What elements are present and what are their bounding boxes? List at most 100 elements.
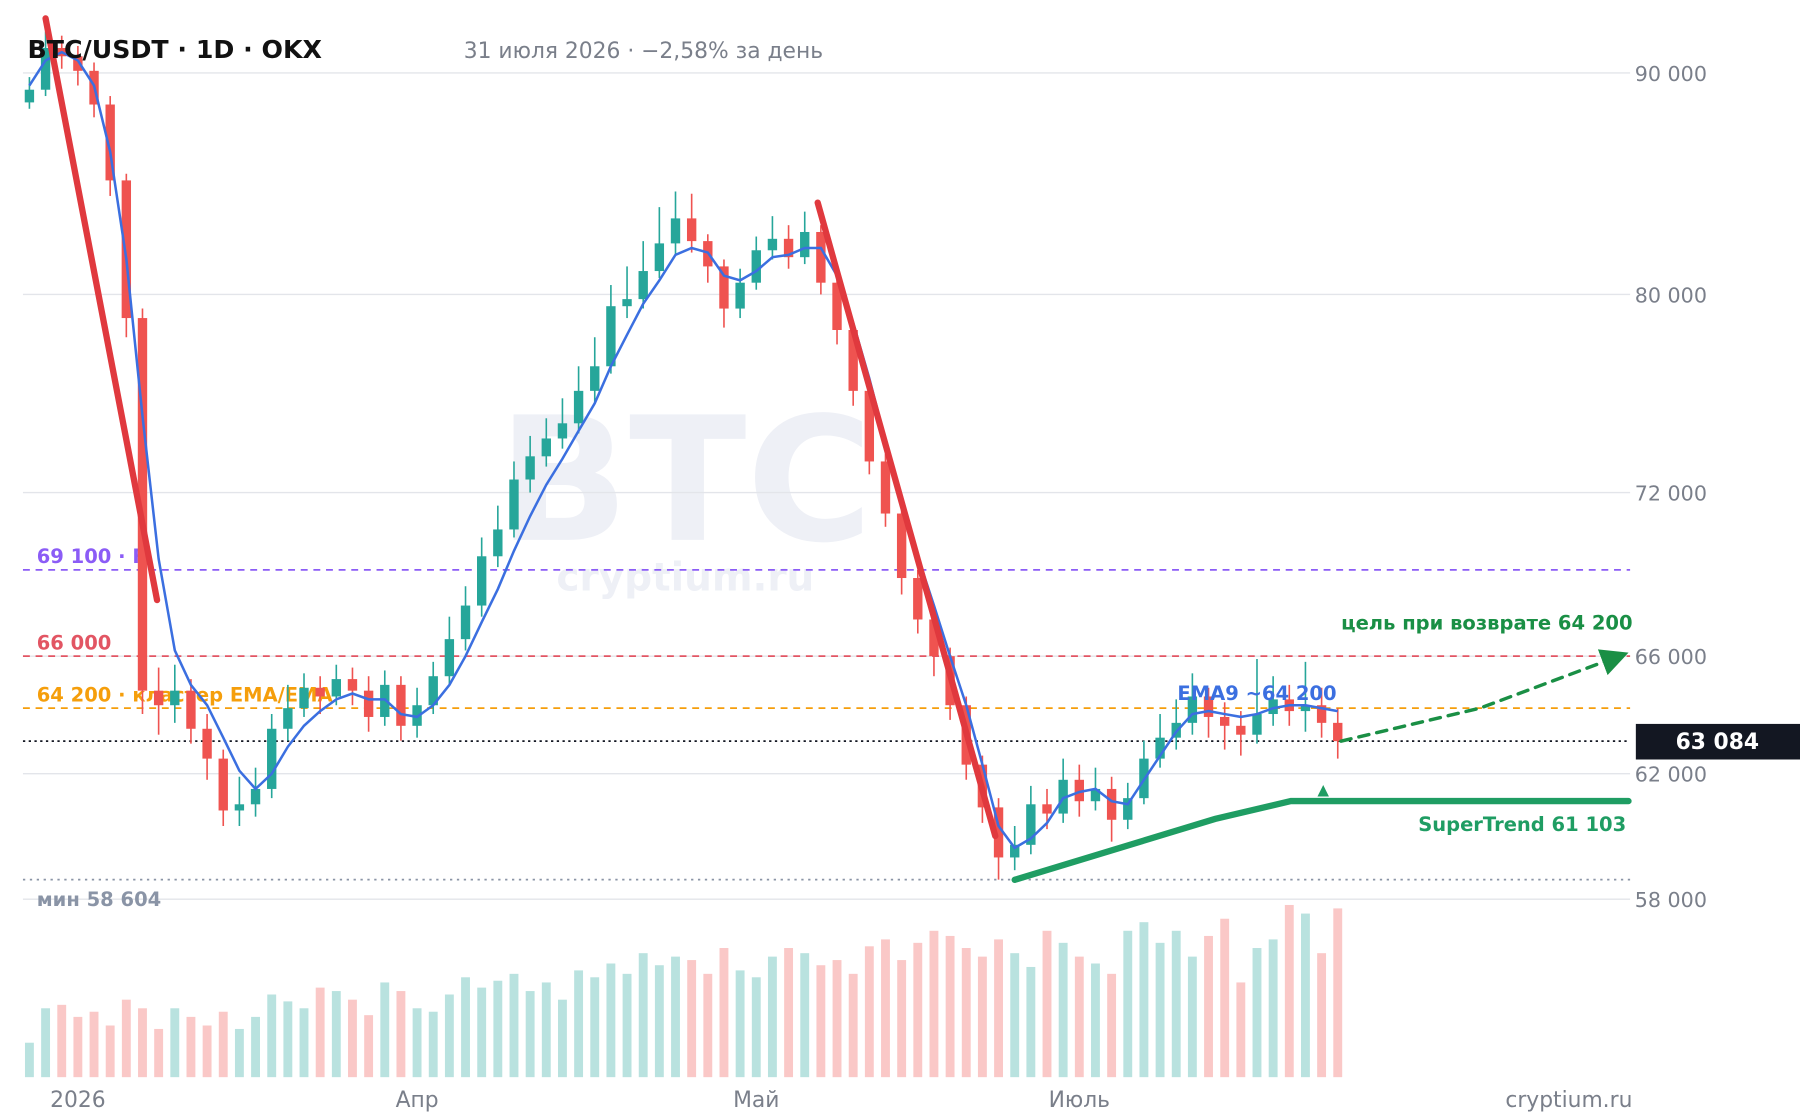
volume-bar — [671, 956, 680, 1078]
volume-bar — [832, 960, 842, 1078]
candle-body — [476, 556, 487, 606]
candle-body — [1155, 737, 1165, 759]
last-price-box — [1635, 723, 1800, 760]
volume-bar — [218, 1011, 228, 1078]
candle-body — [202, 728, 212, 759]
volume-bar — [606, 963, 616, 1078]
volume-bar — [283, 1001, 293, 1078]
level-label: 66 000 — [37, 631, 112, 654]
chart-title: BTC/USDT · 1D · OKX — [28, 35, 322, 64]
volume-bar — [461, 977, 470, 1078]
candle-body — [1300, 705, 1311, 712]
candle-body — [1187, 696, 1198, 723]
volume-bar — [477, 987, 487, 1078]
volume-bar — [380, 982, 390, 1078]
volume-bar — [315, 987, 325, 1078]
volume-bar — [864, 946, 874, 1078]
candle-body — [1042, 804, 1052, 814]
trend-label: SuperTrend 61 103 — [1418, 813, 1626, 836]
x-tick-label: Май — [733, 1088, 779, 1113]
volume-bar — [977, 956, 987, 1078]
volume-bar — [622, 973, 632, 1078]
candle-body — [137, 318, 148, 691]
candle-body — [250, 788, 261, 805]
volume-bar — [1107, 973, 1117, 1078]
x-tick-label: Апр — [396, 1088, 439, 1113]
chart-subtitle: 31 июля 2026 · −2,58% за день — [464, 39, 823, 64]
volume-bar — [428, 1011, 438, 1078]
volume-bar — [1058, 942, 1068, 1078]
candle-body — [363, 690, 374, 717]
trend-line — [1339, 649, 1629, 743]
candle-body — [299, 687, 309, 709]
candle-body — [444, 639, 455, 677]
candle-body — [606, 306, 616, 367]
volume-bar — [202, 1025, 212, 1078]
candle-body — [719, 266, 729, 309]
candle-body — [331, 679, 341, 697]
candle-body — [686, 218, 697, 242]
volume-bar — [994, 939, 1003, 1078]
volume-bar — [1252, 948, 1262, 1078]
volume-bar — [881, 939, 890, 1078]
candle-body — [751, 250, 761, 283]
candle-body — [121, 180, 132, 319]
volume-bar — [1284, 904, 1294, 1078]
candle-body — [1333, 722, 1343, 742]
candle-body — [493, 529, 503, 557]
candle-body — [993, 807, 1004, 858]
watermark: BTC — [498, 380, 873, 581]
volume-bar — [719, 948, 729, 1078]
candle-body — [1252, 714, 1262, 735]
y-tick-label: 90 000 — [1635, 62, 1707, 86]
candle-body — [186, 690, 196, 729]
volume-bar — [170, 1008, 180, 1078]
volume-bar — [638, 953, 648, 1078]
candle-body — [913, 578, 923, 620]
volume-bar — [1139, 922, 1149, 1078]
volume-bar — [541, 982, 551, 1078]
trend-marker — [1317, 785, 1329, 797]
trend-label: цель при возврате 64 200 — [1341, 612, 1632, 635]
candle-body — [1123, 798, 1133, 820]
candle-body — [1236, 725, 1246, 735]
volume-bar — [138, 1008, 147, 1078]
y-tick-label: 80 000 — [1635, 283, 1707, 307]
candle-body — [1203, 696, 1214, 717]
volume-bar — [364, 1015, 374, 1078]
candle-body — [283, 708, 293, 729]
candle-body — [670, 218, 681, 244]
candle-body — [541, 438, 551, 457]
volume-bar — [1301, 913, 1310, 1078]
candle-body — [428, 676, 438, 706]
volume-bar — [1074, 956, 1084, 1078]
volume-bar — [1220, 918, 1230, 1078]
volume-bar — [1155, 942, 1165, 1078]
volume-bar — [509, 973, 519, 1078]
candle-body — [832, 282, 842, 330]
volume-bar — [525, 991, 535, 1078]
candle-body — [170, 690, 180, 706]
candle-body — [816, 231, 826, 283]
volume-bar — [1010, 953, 1020, 1078]
level-label: 64 200 · кластер EMA/EMA — [37, 683, 333, 706]
volume-bar — [1268, 939, 1278, 1078]
candle-body — [347, 679, 358, 691]
volume-bar — [396, 991, 406, 1078]
volume-bar — [1317, 953, 1327, 1078]
volume-bar — [767, 956, 777, 1078]
volume-bar — [961, 948, 971, 1078]
volume-bar — [267, 994, 277, 1078]
volume-bar — [751, 977, 761, 1078]
level-label: 69 100 · F — [37, 545, 146, 568]
trend-line — [814, 199, 999, 840]
volume-bar — [1236, 982, 1246, 1078]
candle-body — [1010, 844, 1020, 858]
candle-body — [848, 329, 858, 391]
candle-body — [234, 804, 245, 811]
volume-bar — [1042, 930, 1052, 1078]
candle-body — [1074, 779, 1084, 802]
volume-bar — [848, 973, 858, 1078]
level-label: мин 58 604 — [37, 888, 162, 911]
